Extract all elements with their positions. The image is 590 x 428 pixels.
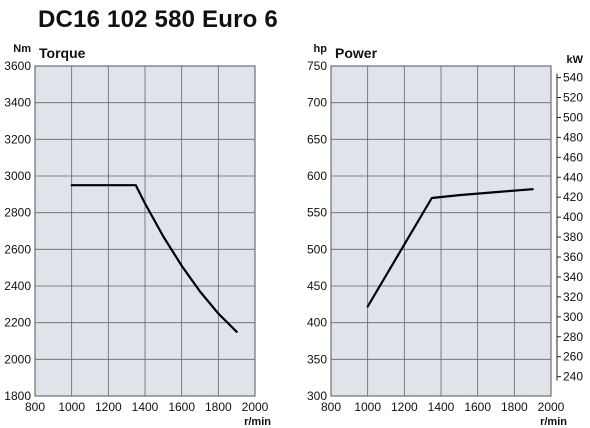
power-y2-tick-label: 520 [563,91,583,105]
power-y-tick-label: 300 [307,389,327,403]
power-y2-tick-label: 240 [563,370,583,384]
torque-x-tick-label: 1400 [132,400,159,414]
power-chart-title: Power [335,45,378,61]
power-y-tick-label: 550 [307,206,327,220]
torque-y-unit-label: Nm [13,43,31,55]
power-y-tick-label: 400 [307,316,327,330]
power-y2-tick-label: 320 [563,290,583,304]
torque-y-tick-label: 2600 [4,242,31,256]
torque-x-tick-label: 2000 [242,400,269,414]
power-y2-tick-label: 300 [563,310,583,324]
power-x-tick-label: 1600 [464,400,491,414]
power-y2-tick-label: 420 [563,190,583,204]
power-x-tick-label: 1200 [391,400,418,414]
power-x-unit-label: r/min [540,416,567,428]
power-y-tick-label: 750 [307,59,327,73]
torque-x-tick-label: 1000 [58,400,85,414]
power-x-tick-label: 2000 [538,400,565,414]
power-x-tick-label: 1800 [501,400,528,414]
power-y-tick-label: 600 [307,169,327,183]
power-chart: 800 1000 1200 1400 1600 1800 2000 300 350 400 450 5… [307,43,584,428]
power-y-tick-label: 450 [307,279,327,293]
power-y2-tick-label: 400 [563,210,583,224]
torque-y-tick-label: 2000 [4,352,31,366]
torque-chart-title: Torque [39,45,86,61]
torque-y-tick-label: 3400 [4,96,31,110]
torque-series-line [70,184,238,333]
torque-x-tick-label: 800 [25,400,45,414]
torque-x-tick-label: 1200 [95,400,122,414]
torque-y-tick-label: 3600 [4,59,31,73]
power-series-line [366,188,534,308]
torque-x-unit-label: r/min [244,416,271,428]
power-x-tick-label: 800 [321,400,341,414]
power-y2-tick-label: 280 [563,330,583,344]
page-title: DC16 102 580 Euro 6 [38,6,278,33]
torque-x-tick-label: 1800 [205,400,232,414]
torque-y-tick-label: 3000 [4,169,31,183]
power-y2-tick-label: 380 [563,230,583,244]
power-y2-tick-label: 500 [563,110,583,124]
power-y-unit-label: hp [314,43,328,55]
torque-y-tick-label: 1800 [4,389,31,403]
torque-y-tick-label: 2800 [4,206,31,220]
torque-chart: 800 1000 1200 1400 1600 1800 2000 1800 2000 2200 2… [4,43,271,428]
torque-y-tick-label: 2200 [4,316,31,330]
power-y-tick-label: 350 [307,352,327,366]
torque-y-tick-label: 3200 [4,132,31,146]
power-y2-unit-label: kW [567,54,584,66]
power-y2-tick-label: 460 [563,150,583,164]
power-x-tick-label: 1000 [354,400,381,414]
torque-x-tick-label: 1600 [168,400,195,414]
power-y2-tick-label: 260 [563,350,583,364]
power-y-tick-label: 500 [307,242,327,256]
torque-y-tick-label: 2400 [4,279,31,293]
power-y-tick-label: 700 [307,96,327,110]
power-y2-tick-label: 540 [563,71,583,85]
power-x-tick-label: 1400 [428,400,455,414]
power-y2-tick-label: 480 [563,130,583,144]
power-y2-tick-label: 360 [563,250,583,264]
power-y-tick-label: 650 [307,132,327,146]
power-y2-tick-label: 440 [563,170,583,184]
power-y2-tick-label: 340 [563,270,583,284]
